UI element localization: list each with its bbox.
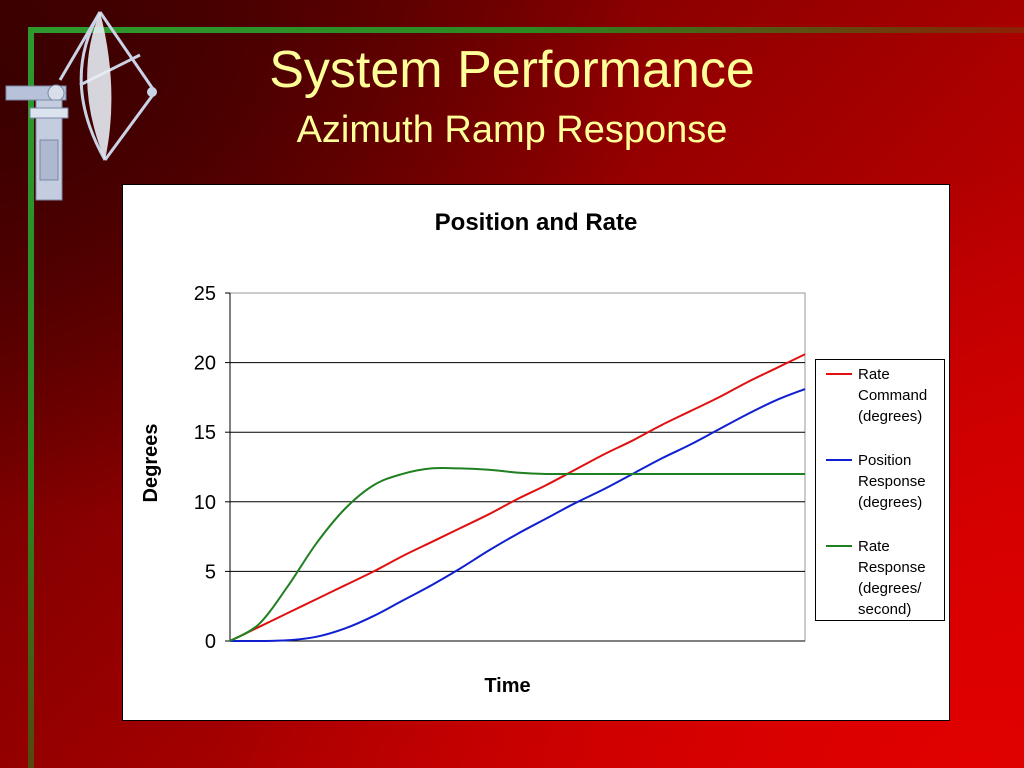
slide-subtitle: Azimuth Ramp Response: [296, 109, 728, 151]
chart-title: Position and Rate: [434, 209, 638, 236]
y-tick-label: 10: [194, 492, 216, 514]
legend-label-rate-response: Rate Response (degrees/ second): [858, 538, 926, 618]
y-tick-label: 0: [205, 631, 216, 653]
legend-item-rate-command: Rate Command (degrees): [826, 364, 946, 427]
y-tick-label: 15: [194, 422, 216, 444]
legend-label-position-response: Position Response (degrees): [858, 452, 926, 511]
series-line-position-response: [229, 388, 806, 643]
y-tick-label: 5: [205, 561, 216, 583]
legend-item-rate-response: Rate Response (degrees/ second): [826, 536, 946, 620]
series-line-rate-response: [229, 466, 805, 642]
frame-top-border: [28, 27, 1024, 33]
legend-label-rate-command: Rate Command (degrees): [858, 366, 928, 425]
chart-panel: Position and Rate 0 5 10 15 20 25 Time Degrees …: [122, 184, 950, 721]
y-tick-label: 25: [194, 283, 216, 305]
legend-swatch-position-response: [826, 459, 852, 461]
chart-legend: Rate Command (degrees) Position Response…: [815, 359, 945, 621]
frame-left-border: [28, 27, 34, 768]
x-axis-label: Time: [484, 675, 530, 697]
series-line-rate-command: [229, 353, 806, 642]
legend-swatch-rate-response: [826, 545, 852, 547]
chart-svg: 0 5 10 15 20 25 Time Degrees: [140, 283, 806, 697]
y-axis-label: Degrees: [140, 424, 162, 503]
legend-item-position-response: Position Response (degrees): [826, 450, 946, 513]
legend-swatch-rate-command: [826, 373, 852, 375]
plot-area: [229, 292, 806, 642]
y-tick-label: 20: [194, 353, 216, 375]
satellite-dish-icon: [5, 11, 157, 201]
slide-title: System Performance: [269, 41, 755, 99]
